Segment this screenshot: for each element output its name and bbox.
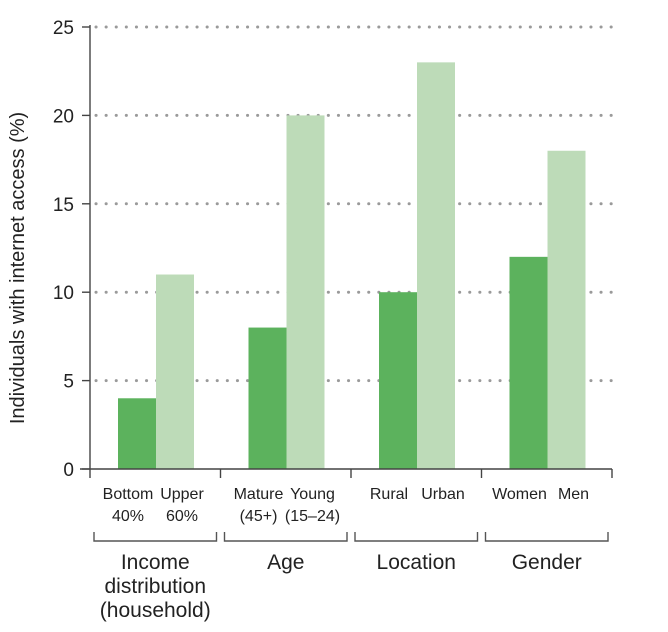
bar bbox=[286, 115, 325, 470]
y-tick-label: 0 bbox=[63, 460, 74, 481]
bar bbox=[156, 274, 194, 469]
category-label: Rural bbox=[370, 486, 408, 503]
category-label: 40% bbox=[112, 508, 144, 525]
y-tick-label: 25 bbox=[53, 18, 74, 39]
group-bracket bbox=[93, 532, 218, 542]
group-bracket bbox=[223, 532, 348, 542]
category-label: Bottom bbox=[103, 486, 154, 503]
y-tick-label: 20 bbox=[53, 106, 74, 127]
y-tick-label: 5 bbox=[63, 372, 74, 393]
category-label: Women bbox=[492, 486, 547, 503]
axes bbox=[80, 25, 613, 478]
bars bbox=[118, 62, 586, 470]
category-label: Upper bbox=[160, 486, 204, 503]
bar bbox=[547, 150, 586, 469]
category-label: Young bbox=[290, 486, 335, 503]
group-bracket bbox=[354, 532, 479, 542]
category-label: Men bbox=[558, 486, 589, 503]
group-bracket bbox=[484, 532, 609, 542]
group-label: distribution bbox=[104, 575, 206, 598]
bar bbox=[118, 398, 156, 469]
group-label: (household) bbox=[100, 599, 211, 622]
category-label: 60% bbox=[166, 508, 198, 525]
y-tick-label: 15 bbox=[53, 195, 74, 216]
bar bbox=[417, 62, 455, 470]
y-axis-label: Individuals with internet access (%) bbox=[7, 112, 29, 424]
category-label: (45+) bbox=[240, 508, 278, 525]
group-label: Location bbox=[377, 551, 456, 574]
bar bbox=[509, 256, 548, 469]
bar bbox=[248, 327, 287, 469]
category-label: Mature bbox=[234, 486, 284, 503]
y-tick-label: 10 bbox=[53, 283, 74, 304]
category-labels: Bottom 40% Upper 60% Mature (45+) Young (15–24)… bbox=[103, 486, 589, 525]
bar bbox=[379, 292, 417, 469]
category-label: (15–24) bbox=[285, 508, 340, 525]
category-label: Urban bbox=[421, 486, 465, 503]
group-label: Income bbox=[121, 551, 190, 574]
y-tick-labels: 0 5 10 15 20 25 bbox=[53, 18, 74, 481]
group-label: Age bbox=[267, 551, 304, 574]
group-label: Gender bbox=[512, 551, 582, 574]
